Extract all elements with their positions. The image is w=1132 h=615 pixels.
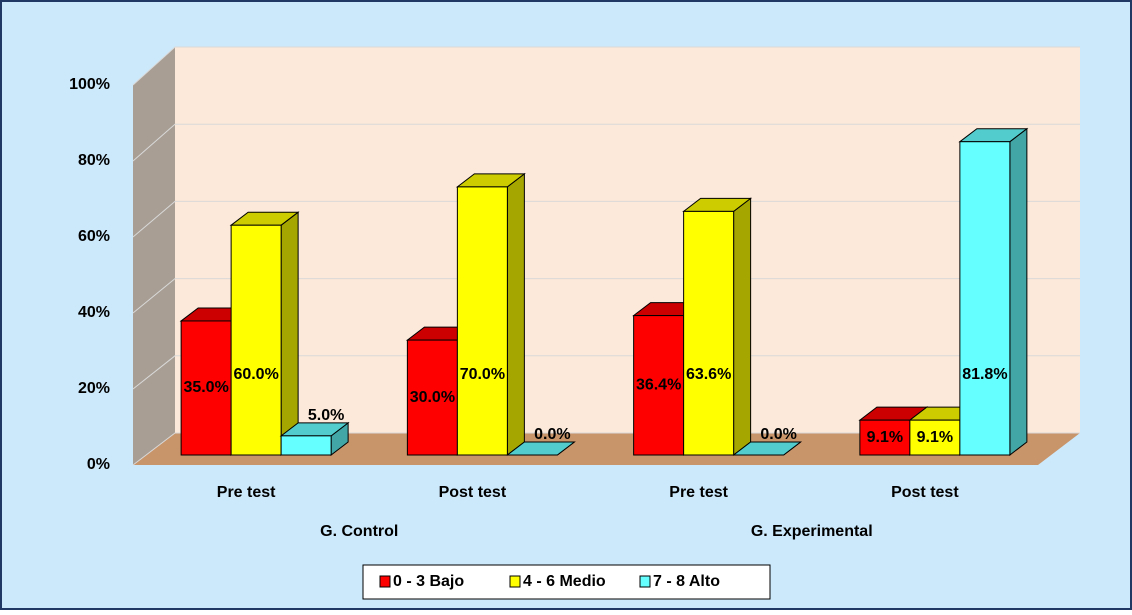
group-label: G. Experimental: [751, 523, 873, 540]
x-tick-label: Pre test: [669, 484, 728, 501]
bar-top: [505, 441, 576, 456]
value-label: 35.0%: [183, 379, 228, 396]
legend-swatch: [509, 575, 521, 588]
bar: [455, 172, 526, 457]
bar-front: [633, 315, 685, 456]
bar: [505, 441, 576, 456]
bar: [958, 127, 1029, 457]
value-label: 5.0%: [308, 407, 344, 424]
value-label: 36.4%: [636, 377, 681, 394]
value-label: 70.0%: [460, 366, 505, 383]
grid-line: [132, 123, 1080, 162]
value-label: 63.6%: [686, 366, 731, 383]
y-tick-label: 100%: [69, 76, 110, 93]
grid-line: [132, 278, 1080, 314]
y-tick-label: 20%: [78, 380, 110, 397]
bar: [682, 197, 753, 457]
bar-front: [909, 419, 961, 456]
legend-box: [362, 564, 771, 600]
y-tick-label: 40%: [78, 304, 110, 321]
floor: [133, 433, 1080, 465]
back-wall: [175, 47, 1080, 433]
bar-side: [280, 211, 299, 457]
x-tick-label: Post test: [439, 484, 507, 501]
legend-swatch: [379, 575, 391, 588]
value-label: 9.1%: [867, 429, 903, 446]
bar-side: [733, 197, 752, 457]
legend-label: 7 - 8 Alto: [653, 573, 720, 590]
side-wall: [133, 47, 175, 465]
y-tick-label: 60%: [78, 228, 110, 245]
value-label: 30.0%: [410, 389, 455, 406]
grid-line: [132, 355, 1080, 390]
bar-side: [1009, 127, 1028, 457]
legend-swatch: [639, 575, 651, 588]
x-tick-label: Post test: [891, 484, 959, 501]
bar: [279, 421, 350, 457]
bar-front: [180, 320, 232, 456]
grid-line: [132, 200, 1080, 238]
x-tick-label: Pre test: [217, 484, 276, 501]
value-label: 9.1%: [917, 429, 953, 446]
y-tick-label: 80%: [78, 152, 110, 169]
bar-front: [456, 186, 508, 456]
bar-front: [683, 210, 735, 456]
bar-top: [732, 441, 803, 456]
grid-line: [132, 46, 1080, 86]
grid-line: [132, 432, 1080, 466]
group-label: G. Control: [320, 523, 398, 540]
bar-front: [859, 419, 911, 456]
bar: [732, 441, 803, 456]
bar-front: [280, 435, 332, 456]
value-label: 0.0%: [534, 426, 570, 443]
bar: [229, 211, 300, 457]
value-label: 0.0%: [760, 426, 796, 443]
legend-label: 0 - 3 Bajo: [393, 573, 464, 590]
value-label: 81.8%: [962, 366, 1007, 383]
legend-label: 4 - 6 Medio: [523, 573, 606, 590]
y-tick-label: 0%: [87, 456, 110, 473]
value-label: 60.0%: [233, 366, 278, 383]
bar-front: [230, 224, 282, 456]
bar-side: [506, 172, 525, 457]
bar-front: [959, 141, 1011, 456]
